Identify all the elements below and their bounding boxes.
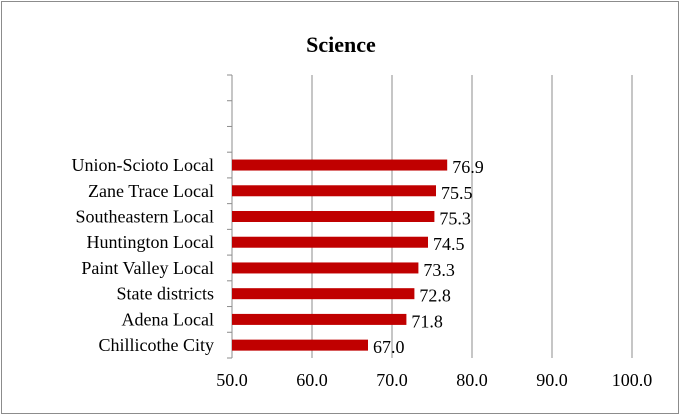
bar-adena-local <box>232 313 407 325</box>
data-label: 72.8 <box>419 286 451 306</box>
x-tick-label: 100.0 <box>612 370 653 390</box>
data-label: 76.9 <box>452 157 484 177</box>
bar-paint-valley-local <box>232 262 419 274</box>
category-label: Adena Local <box>122 309 214 329</box>
bar-zane-trace-local <box>232 185 436 197</box>
category-label: Union-Scioto Local <box>72 155 214 175</box>
bar-huntington-local <box>232 236 428 248</box>
data-label: 73.3 <box>423 260 455 280</box>
data-label: 71.8 <box>411 311 443 331</box>
x-tick-label: 60.0 <box>296 370 328 390</box>
bar-southeastern-local <box>232 211 435 222</box>
data-label: 74.5 <box>433 234 465 254</box>
bar-chillicothe-city <box>232 339 368 351</box>
x-tick-label: 90.0 <box>536 370 568 390</box>
data-label: 67.0 <box>373 337 405 357</box>
category-label: Paint Valley Local <box>81 258 214 278</box>
category-label: State districts <box>117 284 215 304</box>
x-tick-label: 50.0 <box>216 370 248 390</box>
bar-state-districts <box>232 288 415 300</box>
data-label: 75.3 <box>439 209 471 229</box>
bar-union-scioto-local <box>232 159 448 171</box>
x-tick-label: 70.0 <box>376 370 408 390</box>
chart-title: Science <box>306 32 376 57</box>
data-label: 75.5 <box>441 183 473 203</box>
x-tick-label: 80.0 <box>456 370 488 390</box>
category-label: Southeastern Local <box>76 207 214 227</box>
category-label: Zane Trace Local <box>88 181 214 201</box>
category-label: Huntington Local <box>87 232 214 252</box>
category-label: Chillicothe City <box>99 335 215 355</box>
